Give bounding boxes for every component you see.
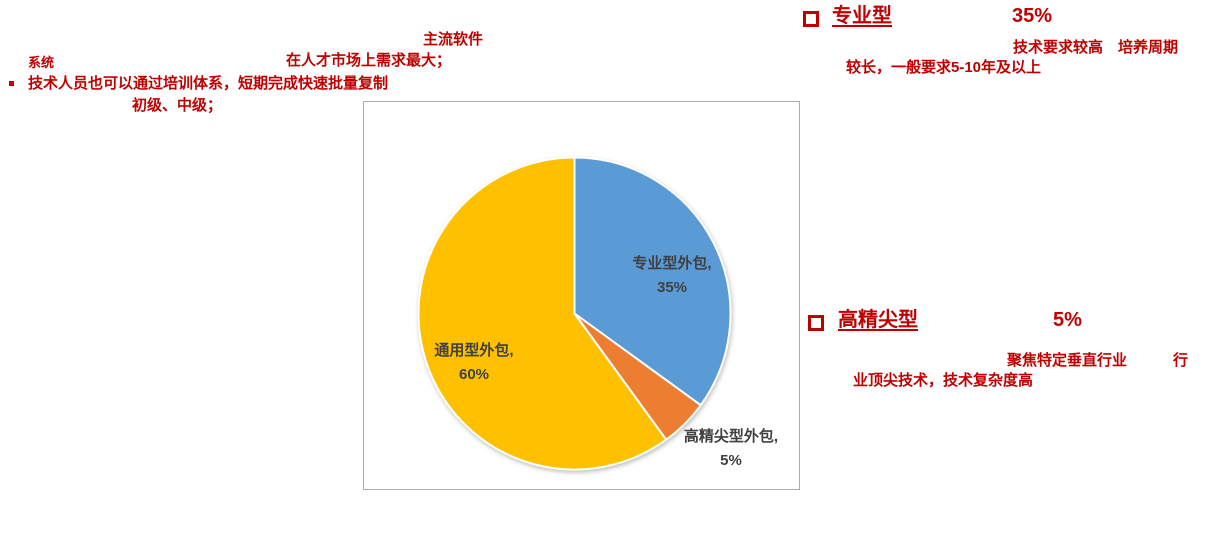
pie-label-line1: 高精尖型外包, (683, 428, 779, 445)
high-end-value: 5% (1053, 309, 1082, 331)
pie-chart (417, 156, 732, 471)
pie-slice-通用型外包 (417, 156, 668, 471)
chart-plot-area (363, 101, 800, 490)
pie-label-line2: 60% (458, 366, 490, 383)
professional-desc-line1: 技术要求较高 培养周期 (1013, 39, 1179, 56)
high-end-desc-line1a: 聚焦特定垂直行业 (1007, 352, 1128, 369)
professional-value: 35% (1012, 5, 1053, 27)
pie-label-high-end: 高精尖型外包, 5% (651, 425, 811, 473)
note-mainstream-software: 主流软件 (423, 31, 484, 48)
pie-label-line2: 35% (656, 279, 688, 296)
note-market-demand: 在人才市场上需求最大； (286, 52, 452, 69)
high-end-title: 高精尖型 (838, 309, 918, 331)
professional-title: 专业型 (832, 5, 892, 27)
pie-label-professional: 专业型外包, 35% (602, 252, 742, 300)
pie-label-line1: 专业型外包, (632, 255, 712, 272)
pie-label-general: 通用型外包, 60% (404, 339, 544, 387)
hollow-square-bullet-icon (808, 315, 824, 331)
pie-label-line1: 通用型外包, (434, 342, 514, 359)
filled-square-bullet-icon (9, 81, 14, 86)
high-end-desc-line2: 业顶尖技术，技术复杂度高 (853, 372, 1034, 389)
note-levels-line: 初级、中级； (132, 97, 223, 114)
professional-desc-line2: 较长，一般要求5-10年及以上 (846, 59, 1042, 76)
pie-slice-专业型外包 (573, 156, 732, 407)
pie-label-line2: 5% (720, 452, 742, 469)
note-system-word: 系统 (28, 55, 55, 70)
note-training-line: 技术人员也可以通过培训体系，短期完成快速批量复制 (28, 75, 389, 92)
hollow-square-bullet-icon (803, 11, 819, 27)
high-end-desc-line1b: 行 (1173, 352, 1189, 369)
